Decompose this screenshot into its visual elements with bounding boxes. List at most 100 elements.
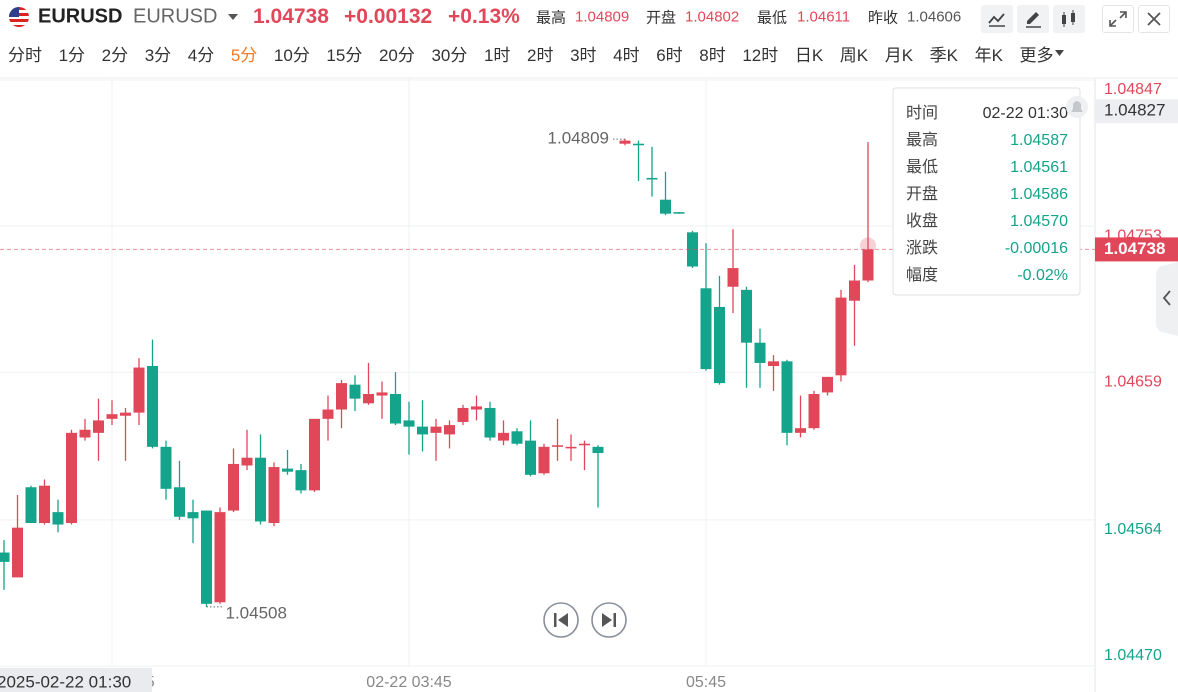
candle-body (349, 384, 361, 399)
y-tick-label: 1.04564 (1104, 521, 1162, 538)
timeframe-tabs: 分时 1分 2分 3分 4分 5分 10分 15分 20分 30分 1时 2时 3时 4时 6时 8时 12时日… (8, 41, 1065, 66)
candle-body (619, 140, 631, 144)
candle-body (52, 512, 64, 525)
timeframe-tab[interactable]: 6时 (656, 46, 683, 65)
tooltip-label: 时间 (906, 104, 938, 122)
x-tick-label: 02-22 03:45 (366, 674, 452, 691)
timeframe-tab[interactable]: 周K (839, 46, 869, 65)
candle-body (133, 367, 145, 413)
candle-body (498, 432, 509, 441)
candle-body (633, 143, 644, 146)
tooltip-label: 幅度 (906, 266, 938, 284)
timeframe-tab[interactable]: 10分 (273, 46, 310, 65)
timeframe-tab[interactable]: 15分 (326, 46, 363, 65)
timeframe-tab[interactable]: 日K (794, 46, 824, 65)
candle-body (376, 392, 388, 396)
timeframe-tab[interactable]: 30分 (431, 46, 468, 65)
tooltip-label: 涨跌 (906, 239, 938, 257)
candle-body (309, 418, 320, 491)
timeframe-tab[interactable]: 8时 (699, 46, 726, 65)
timeframe-tab[interactable]: 3分 (144, 46, 172, 65)
candle-body (187, 512, 199, 519)
timeframe-tab[interactable]: 季K (929, 46, 959, 65)
timeframe-tab[interactable]: 1时 (483, 46, 511, 65)
timeframe-tab[interactable]: 5分 (230, 46, 258, 65)
stat-value: 1.04606 (907, 8, 962, 26)
candle-body (511, 431, 523, 444)
extreme-label: 1.04508 (226, 603, 287, 622)
timeframe-tab[interactable]: 3时 (570, 46, 597, 65)
candle-body (471, 406, 482, 410)
overlay: 1.048471.047531.046591.045641.0447002-22… (0, 81, 1178, 692)
candle-body (741, 289, 752, 343)
candle-body (768, 361, 779, 367)
timeframe-tab[interactable]: 4分 (187, 46, 215, 65)
candle-body (403, 420, 415, 427)
side-handle[interactable] (1156, 262, 1178, 336)
candle-body (39, 485, 50, 523)
candle-body (25, 487, 37, 523)
timeframe-tab[interactable]: 12时 (742, 46, 779, 65)
candle-body (646, 177, 658, 180)
timeframe-tab[interactable]: 2时 (527, 46, 554, 65)
timeframe-tab[interactable]: 更多 (1019, 46, 1054, 65)
candle-body (538, 446, 550, 474)
candle-body (430, 426, 442, 433)
stat-label: 昨收 (868, 9, 899, 27)
change: +0.00132 (344, 5, 433, 28)
candle-body (214, 512, 226, 603)
candle-body (835, 297, 847, 376)
tooltip-label: 最低 (906, 158, 938, 176)
y-tick-label: 1.04659 (1104, 373, 1162, 390)
timeframe-tab[interactable]: 年K (974, 46, 1003, 65)
candle-body (417, 426, 428, 435)
tooltip-value: 1.04561 (1010, 159, 1068, 176)
dropdown-caret (228, 14, 238, 20)
candles (0, 139, 874, 607)
timeframe-tab[interactable]: 月K (884, 46, 914, 65)
timeframe-tab[interactable]: 1分 (58, 46, 86, 65)
candle-body (174, 487, 185, 517)
indicator-button[interactable] (981, 5, 1013, 33)
tooltip-value: 02-22 01:30 (983, 105, 1069, 122)
last-price-pulse (860, 237, 876, 254)
tooltip-label: 开盘 (906, 184, 938, 203)
candle-body (363, 393, 374, 404)
candle-body (484, 407, 496, 438)
chart-type-button[interactable] (1053, 5, 1085, 33)
tooltip-label: 最高 (906, 131, 938, 149)
tooltip-value: 1.04570 (1010, 213, 1068, 230)
timeframe-tab[interactable]: 4时 (613, 46, 640, 65)
candle-body (255, 457, 266, 522)
extreme-label: 1.04809 (548, 129, 609, 148)
symbol-name[interactable]: EURUSD (133, 5, 218, 28)
candle-body (700, 288, 712, 370)
stat-value: 1.04802 (685, 8, 740, 26)
timeframe-tab[interactable]: 2分 (101, 46, 129, 65)
candle-body (579, 443, 590, 446)
candle-body (79, 429, 91, 438)
prev-button[interactable] (543, 602, 579, 638)
draw-button[interactable] (1017, 5, 1049, 33)
timeframe-tab[interactable]: 分时 (8, 46, 42, 65)
candle-body (66, 432, 77, 523)
candle-body (268, 467, 280, 523)
candle-body (552, 445, 563, 447)
alert-icon[interactable] (1066, 96, 1088, 118)
y-tick-label: 1.04847 (1104, 81, 1162, 98)
close-button[interactable] (1138, 5, 1170, 33)
tooltip-value: -0.00016 (1005, 240, 1068, 257)
tooltip-value: -0.02% (1017, 267, 1068, 284)
dropdown-caret (1055, 50, 1065, 56)
candle-body (862, 249, 874, 281)
stat-label: 最低 (757, 9, 788, 27)
candle-body (12, 527, 23, 578)
candle-body (687, 232, 698, 267)
timeframe-tab[interactable]: 20分 (378, 46, 415, 65)
candle-body (0, 552, 10, 562)
next-button[interactable] (591, 602, 627, 638)
fullscreen-button[interactable] (1102, 5, 1134, 33)
candle-body (282, 468, 293, 472)
candle-body (781, 361, 793, 433)
